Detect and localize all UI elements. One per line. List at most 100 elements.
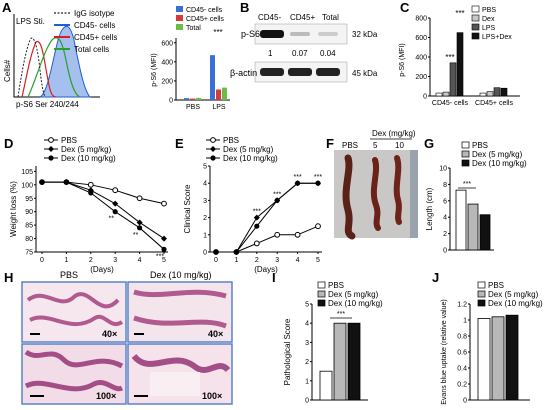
a-bar [184, 98, 189, 100]
panel-label-h: H [4, 270, 13, 285]
i-sig: *** [337, 311, 345, 318]
e-xlabel: (Days) [254, 265, 278, 274]
c-bar [493, 87, 501, 97]
a-y-tick-label: 0 [169, 98, 173, 105]
panel-a-histogram: LPS Sti. Cells# p-S6 Ser 240/244 IgG iso… [3, 9, 117, 109]
d-series-line [42, 181, 165, 250]
c-legend-swatch [471, 14, 480, 22]
c-legend-label: LPS+Dex [482, 34, 512, 41]
mag-tile-4: 100× [202, 391, 222, 401]
blot-col-cd45pos: CD45+ [290, 13, 315, 22]
a-y-tick-label: 600 [161, 40, 173, 47]
e-y-tick-label: 1 [203, 232, 207, 239]
g-legend-swatch [461, 150, 470, 158]
e-point [274, 231, 281, 238]
i-y-tick-label: 3 [305, 340, 309, 347]
g-y-tick-label: 6 [443, 198, 447, 205]
e-point [253, 214, 260, 221]
g-y-tick-label: 4 [443, 215, 447, 222]
histogram-xlabel: p-S6 Ser 240/244 [16, 100, 79, 109]
a-legend-swatch [176, 15, 183, 21]
e-point [254, 223, 260, 229]
c-y-tick-label: 200 [415, 74, 427, 81]
d-y-tick-label: 95 [25, 196, 33, 203]
a-bar [196, 97, 201, 100]
i-bar [319, 370, 333, 401]
e-x-tick-label: 5 [316, 257, 320, 264]
e-sig: *** [273, 191, 281, 198]
band-actin-1 [260, 68, 284, 76]
g-sig: *** [463, 181, 471, 188]
panel-label-e: E [175, 136, 184, 151]
e-point [274, 197, 280, 203]
band-ps6-2 [290, 32, 310, 36]
c-y-tick-label: 800 [415, 16, 427, 23]
j-bar [491, 316, 505, 401]
d-x-tick-label: 2 [89, 257, 93, 264]
c-y-tick-label: 0 [423, 94, 427, 101]
e-legend-label: Dex (10 mg/kg) [223, 154, 278, 163]
band-ps6-3 [318, 32, 338, 36]
legend-igg: IgG isotype [74, 9, 115, 18]
blot-col-cd45neg: CD45- [258, 13, 281, 22]
histology-col-pbs: PBS [60, 270, 78, 280]
colon-pbs [342, 154, 356, 240]
d-legend-marker [48, 155, 54, 161]
d-x-tick-label: 5 [162, 257, 166, 264]
c-bar [449, 62, 457, 97]
g-bar [479, 214, 491, 251]
d-y-tick-label: 85 [25, 223, 33, 230]
c-bar [456, 32, 464, 97]
legend-cd45pos: CD45+ cells [74, 33, 117, 42]
colon-dex10 [393, 155, 402, 225]
g-bar [467, 203, 479, 251]
j-y-tick-label: 0.8 [457, 334, 467, 341]
histogram-top-label: LPS Sti. [16, 17, 45, 26]
a-bar [210, 55, 215, 100]
d-legend-marker [48, 146, 54, 152]
d-x-tick-label: 1 [64, 257, 68, 264]
i-legend-label: PBS [328, 281, 344, 290]
i-y-tick-label: 5 [305, 302, 309, 309]
i-bar [333, 322, 347, 401]
histology-tile-1 [21, 281, 127, 343]
blot-row-actin: β-actin [230, 68, 257, 78]
i-y-tick-label: 1 [305, 378, 309, 385]
j-legend-swatch [477, 290, 486, 298]
e-point [315, 223, 321, 230]
e-point [233, 249, 239, 255]
a-legend-label: CD45- cells [186, 7, 223, 14]
d-x-tick-label: 0 [40, 257, 44, 264]
band-actin-2 [288, 68, 312, 76]
i-y-tick-label: 4 [305, 321, 309, 328]
i-y-tick-label: 2 [305, 359, 309, 366]
panel-b-western-blot: CD45- CD45+ Total p-S6 32 kDa 1 0.07 0.0… [230, 13, 378, 83]
d-xlabel: (Days) [90, 265, 114, 274]
d-point [87, 181, 94, 188]
panel-j-bar-chart: 0 0.2 0.4 0.6 0.8 1 1.2 Evans blue uptake (rela… [441, 281, 543, 405]
d-y-tick-label: 80 [25, 236, 33, 243]
band-ps6-1 [260, 30, 284, 38]
c-sig: *** [455, 9, 464, 18]
i-bar [347, 322, 361, 401]
histogram-igg [17, 37, 47, 98]
e-y-tick-label: 2 [203, 215, 207, 222]
d-y-tick-label: 100 [21, 182, 33, 189]
j-y-tick-label: 0.4 [457, 366, 467, 373]
j-bar [505, 314, 519, 401]
e-y-tick-label: 5 [203, 164, 207, 171]
d-series-line [42, 181, 165, 205]
e-legend-marker [210, 146, 216, 152]
a-y-tick-label: 400 [161, 59, 173, 66]
c-bar [486, 91, 494, 97]
g-legend-label: Dex (10 mg/kg) [472, 159, 527, 168]
histogram-total [27, 37, 81, 98]
g-legend-label: Dex (5 mg/kg) [472, 150, 523, 159]
legend-total: Total cells [74, 45, 109, 54]
i-y-tick-label: 0 [305, 398, 309, 405]
g-y-tick-label: 8 [443, 182, 447, 189]
e-ylabel: Clinical Score [183, 184, 192, 233]
c-y-tick-label: 400 [415, 55, 427, 62]
d-point [161, 200, 167, 207]
